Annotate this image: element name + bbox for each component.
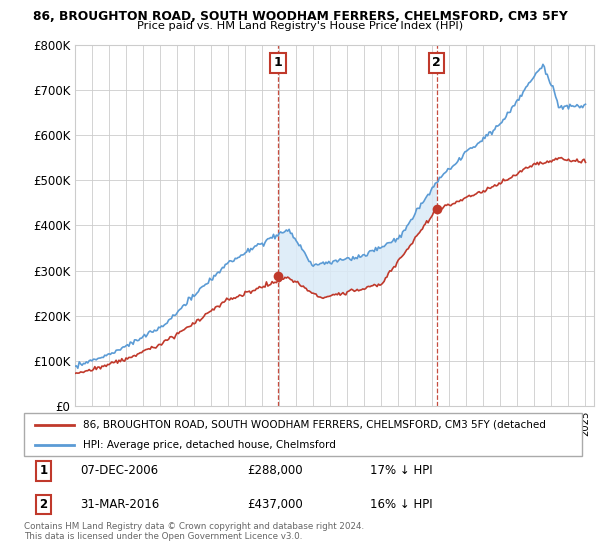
Text: 1: 1 bbox=[274, 57, 282, 69]
Text: 2: 2 bbox=[432, 57, 441, 69]
Text: HPI: Average price, detached house, Chelmsford: HPI: Average price, detached house, Chel… bbox=[83, 440, 335, 450]
Text: Price paid vs. HM Land Registry's House Price Index (HPI): Price paid vs. HM Land Registry's House … bbox=[137, 21, 463, 31]
Text: £437,000: £437,000 bbox=[247, 498, 303, 511]
Text: 16% ↓ HPI: 16% ↓ HPI bbox=[370, 498, 433, 511]
Text: 2: 2 bbox=[40, 498, 47, 511]
Text: 07-DEC-2006: 07-DEC-2006 bbox=[80, 464, 158, 477]
Text: 17% ↓ HPI: 17% ↓ HPI bbox=[370, 464, 433, 477]
Text: £288,000: £288,000 bbox=[247, 464, 303, 477]
Text: 86, BROUGHTON ROAD, SOUTH WOODHAM FERRERS, CHELMSFORD, CM3 5FY: 86, BROUGHTON ROAD, SOUTH WOODHAM FERRER… bbox=[32, 10, 568, 23]
Text: 1: 1 bbox=[40, 464, 47, 477]
Text: 86, BROUGHTON ROAD, SOUTH WOODHAM FERRERS, CHELMSFORD, CM3 5FY (detached: 86, BROUGHTON ROAD, SOUTH WOODHAM FERRER… bbox=[83, 419, 545, 430]
Text: 31-MAR-2016: 31-MAR-2016 bbox=[80, 498, 159, 511]
Text: Contains HM Land Registry data © Crown copyright and database right 2024.
This d: Contains HM Land Registry data © Crown c… bbox=[24, 522, 364, 542]
